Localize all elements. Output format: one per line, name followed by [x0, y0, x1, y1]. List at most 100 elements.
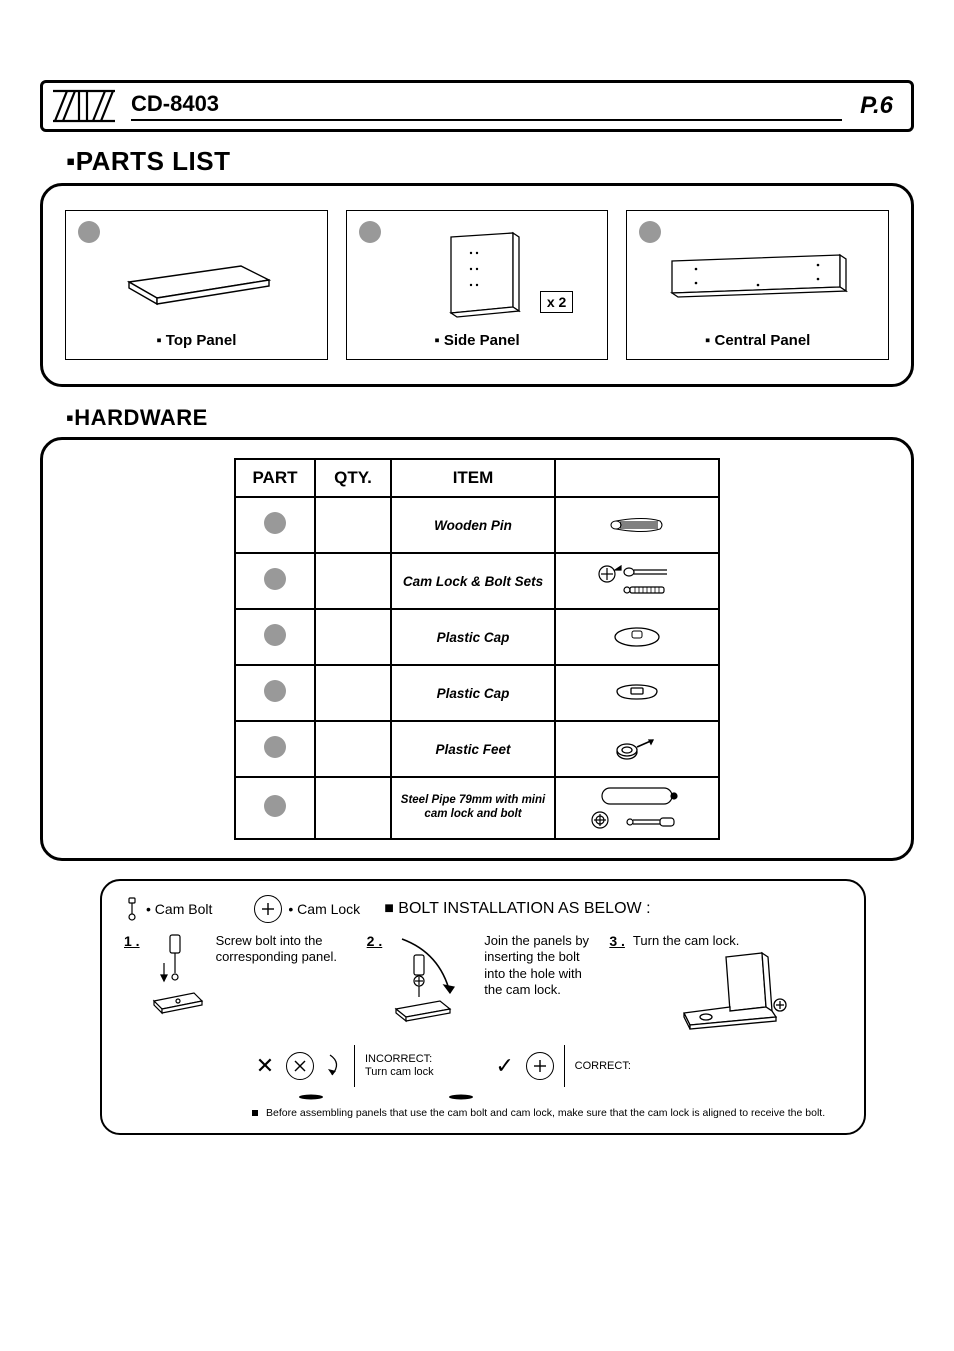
- step-number: 2 .: [367, 933, 383, 949]
- cell-image: [555, 609, 719, 665]
- cam-lock-correct-icon: [526, 1052, 554, 1080]
- model-number: CD-8403: [131, 91, 842, 121]
- cell-item: Wooden Pin: [391, 497, 555, 553]
- step1-drawing: [148, 933, 208, 1021]
- step-number: 1 .: [124, 933, 140, 949]
- bullet-icon: [264, 624, 286, 646]
- table-row: Steel Pipe 79mm with mini cam lock and b…: [235, 777, 719, 839]
- install-box: • Cam Bolt • Cam Lock ■ BOLT INSTALLATIO…: [100, 879, 866, 1135]
- bullet-icon: [359, 221, 381, 243]
- step3-drawing: [676, 951, 806, 1039]
- bullet-icon: [264, 680, 286, 702]
- bullet-icon: [264, 568, 286, 590]
- cell-item: Plastic Cap: [391, 609, 555, 665]
- correct-label: CORRECT:: [575, 1060, 631, 1072]
- parts-list-title: ▪PARTS LIST: [66, 146, 914, 177]
- cell-image: [555, 497, 719, 553]
- bullet-icon: [264, 736, 286, 758]
- cell-qty: [315, 609, 391, 665]
- cell-image: [555, 777, 719, 839]
- cell-part: [235, 497, 315, 553]
- bullet-icon: [78, 221, 100, 243]
- plastic-feet-icon: [609, 736, 665, 762]
- qty-tag: x 2: [540, 291, 573, 313]
- bullet-icon: [264, 795, 286, 817]
- cell-item: Steel Pipe 79mm with mini cam lock and b…: [391, 777, 555, 839]
- x-mark-icon: ✕: [254, 1053, 276, 1079]
- cell-qty: [315, 553, 391, 609]
- th-part: PART: [235, 459, 315, 497]
- part-label: ▪ Side Panel: [434, 332, 519, 349]
- cell-image: [555, 721, 719, 777]
- step-1: 1 . Screw bolt into the correspondi: [124, 933, 357, 1021]
- cell-qty: [315, 665, 391, 721]
- cell-part: [235, 777, 315, 839]
- cell-part: [235, 553, 315, 609]
- table-row: Plastic Cap: [235, 609, 719, 665]
- install-top-row: • Cam Bolt • Cam Lock ■ BOLT INSTALLATIO…: [124, 895, 842, 923]
- th-qty: QTY.: [315, 459, 391, 497]
- table-row: Plastic Feet: [235, 721, 719, 777]
- cell-image: [555, 553, 719, 609]
- page: CD-8403 P.6 ▪PARTS LIST ▪ Top Panel: [0, 0, 954, 1175]
- correct-incorrect-row: ✕ INCORRECT: Turn cam lock ✓ CORRECT:: [254, 1045, 842, 1087]
- step-number: 3 .: [609, 933, 625, 949]
- part-card-side-panel: x 2 ▪ Side Panel: [346, 210, 609, 360]
- cam-lock-icon: [254, 895, 282, 923]
- hardware-title: ▪HARDWARE: [66, 405, 914, 431]
- step-3: 3 . Turn the cam lock.: [609, 933, 842, 949]
- header-box: CD-8403 P.6: [40, 80, 914, 132]
- cell-image: [555, 665, 719, 721]
- th-image: [555, 459, 719, 497]
- plastic-cap-flat-icon: [607, 681, 667, 705]
- cam-bolt-label: • Cam Bolt: [146, 901, 212, 917]
- cell-item: Plastic Feet: [391, 721, 555, 777]
- step2-drawing: [390, 933, 476, 1029]
- step-text: Join the panels by inserting the bolt in…: [484, 933, 599, 998]
- hardware-table: PART QTY. ITEM Wooden Pin: [234, 458, 720, 840]
- step-text: Screw bolt into the corresponding panel.: [216, 933, 357, 966]
- th-item: ITEM: [391, 459, 555, 497]
- incorrect-label: INCORRECT: Turn cam lock: [365, 1053, 434, 1078]
- check-mark-icon: ✓: [494, 1053, 516, 1079]
- logo-icon: [49, 89, 119, 123]
- cell-part: [235, 609, 315, 665]
- part-card-central-panel: ▪ Central Panel: [626, 210, 889, 360]
- cell-item: Cam Lock & Bolt Sets: [391, 553, 555, 609]
- page-number: P.6: [860, 92, 893, 120]
- central-panel-drawing: [633, 219, 882, 332]
- cell-qty: [315, 777, 391, 839]
- table-header-row: PART QTY. ITEM: [235, 459, 719, 497]
- footnote-text: Before assembling panels that use the ca…: [266, 1107, 825, 1119]
- square-bullet-icon: [252, 1110, 258, 1116]
- part-card-top-panel: ▪ Top Panel: [65, 210, 328, 360]
- install-footnote: Before assembling panels that use the ca…: [252, 1107, 842, 1119]
- install-title: ■ BOLT INSTALLATION AS BELOW :: [384, 900, 650, 918]
- cam-bolt-icon: [124, 896, 140, 922]
- cam-lock-label: • Cam Lock: [288, 901, 360, 917]
- cell-item: Plastic Cap: [391, 665, 555, 721]
- cell-part: [235, 721, 315, 777]
- underline-row: [296, 1093, 842, 1101]
- top-panel-drawing: [72, 219, 321, 332]
- table-row: Cam Lock & Bolt Sets: [235, 553, 719, 609]
- table-row: Plastic Cap: [235, 665, 719, 721]
- arrow-icon: [324, 1053, 344, 1079]
- bullet-icon: [264, 512, 286, 534]
- side-panel-drawing: [353, 219, 602, 332]
- parts-row: ▪ Top Panel: [65, 210, 889, 360]
- steel-pipe-icon: [582, 784, 692, 832]
- cell-qty: [315, 721, 391, 777]
- hardware-box: PART QTY. ITEM Wooden Pin: [40, 437, 914, 861]
- cell-part: [235, 665, 315, 721]
- cam-lock-wrong-icon: [286, 1052, 314, 1080]
- part-label: ▪ Central Panel: [705, 332, 810, 349]
- cell-qty: [315, 497, 391, 553]
- plastic-cap-oval-icon: [607, 625, 667, 649]
- table-row: Wooden Pin: [235, 497, 719, 553]
- step-2: 2 . Join the panels by inserting th: [367, 933, 600, 1029]
- part-label: ▪ Top Panel: [156, 332, 236, 349]
- step-text: Turn the cam lock.: [633, 933, 842, 949]
- parts-list-box: ▪ Top Panel: [40, 183, 914, 387]
- cam-lock-bolt-icon: [587, 562, 687, 600]
